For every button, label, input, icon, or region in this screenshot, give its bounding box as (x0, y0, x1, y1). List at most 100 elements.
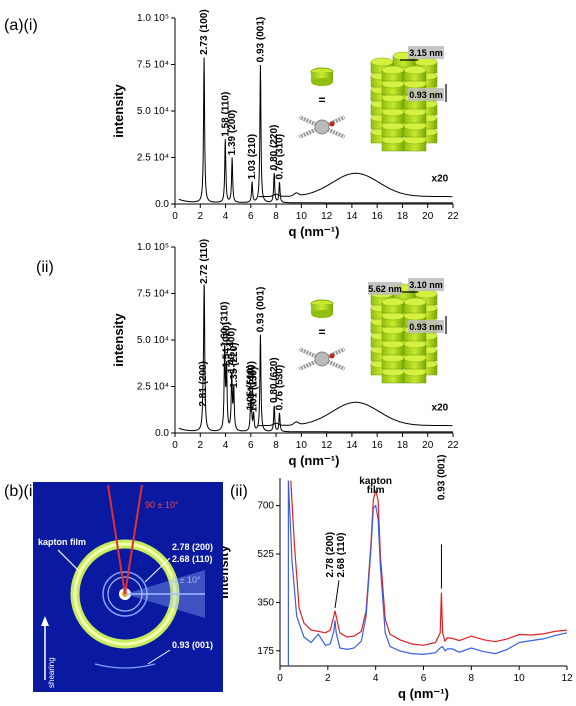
y-axis-label: intensity (111, 313, 126, 367)
x-tick-label: 4 (223, 440, 229, 451)
chart-a-i: 0 2 4 6 8 10 12 14 16 18 20 22 0.0 2.5 10⁴ 5.0 10⁴ 7.5 … (111, 9, 459, 239)
top-label-bg (408, 278, 444, 291)
x-tick-label: 14 (346, 440, 358, 451)
stack-disk-top (370, 57, 394, 67)
red-sector-label: 90 ± 10° (145, 500, 179, 510)
x-tick-label: 14 (346, 211, 358, 222)
molecule-red-atom (329, 121, 335, 127)
annotation-200: 2.78 (200) (325, 532, 336, 578)
single-disk-side (311, 72, 333, 82)
x-tick-label: 6 (248, 440, 254, 451)
x-axis-label: q (nm⁻¹) (289, 224, 340, 239)
x-tick-label: 10 (296, 440, 308, 451)
stack-disk-top (414, 57, 438, 67)
x-tick-label: 8 (469, 673, 475, 684)
x-tick-label: 12 (321, 440, 333, 451)
peak-label: 1.60 (310) (220, 302, 231, 348)
peak-label: 2.72 (110) (199, 239, 210, 284)
peak-label: 1.03 (210) (247, 134, 258, 180)
x-tick-label: 16 (372, 440, 384, 451)
equals-symbol: = (318, 93, 325, 107)
shearing-label: shearing (47, 657, 56, 688)
x-tick-label: 6 (421, 673, 427, 684)
peak-label: 0.80 (220) (269, 125, 280, 171)
y-tick-label: 525 (257, 549, 274, 560)
shearing-arrowhead (41, 616, 49, 626)
x-tick-label: 4 (373, 673, 379, 684)
xrd-trace-x20 (258, 172, 453, 198)
peak-label: 1.40 (400) (227, 328, 238, 374)
x-tick-label: 12 (321, 211, 333, 222)
annotation-kapton-line2: film (367, 485, 385, 496)
left-dimension-label: 5.62 nm (368, 284, 402, 294)
x-axis-label: q (nm⁻¹) (398, 686, 449, 701)
scattering-background (33, 482, 223, 692)
panel-label-b-ii: (ii) (230, 483, 248, 500)
molecule-core (314, 119, 330, 135)
top-dimension-label: 3.15 nm (409, 48, 443, 58)
x-tick-label: 16 (372, 211, 384, 222)
xrd-trace (178, 57, 453, 204)
x-tick-label: 2 (197, 211, 203, 222)
y-tick-label: 2.5 10⁴ (137, 153, 169, 164)
side-dimension-label: 0.93 nm (409, 90, 443, 100)
panel-label-a-i: (a)(i) (4, 17, 38, 34)
x-axis-label: q (nm⁻¹) (289, 453, 340, 468)
chart-a-ii: 0 2 4 6 8 10 12 14 16 18 20 22 0.0 2.5 10⁴ 5.0 10⁴ 7.5 … (111, 239, 459, 468)
side-label-bg (408, 320, 444, 333)
red-sector (107, 484, 143, 595)
xrd-trace-x20 (258, 401, 453, 427)
ring-label-001: 0.93 (001) (172, 640, 213, 650)
x-tick-label: 0 (172, 211, 178, 222)
x-tick-label: 0 (277, 673, 283, 684)
equals-symbol: = (318, 325, 325, 339)
y-tick-label: 7.5 10⁴ (137, 289, 169, 300)
peak-label: 1.05 (510) (246, 365, 257, 411)
top-label-bg (408, 46, 444, 59)
x20-label: x20 (432, 174, 449, 185)
x-tick-label: 4 (223, 211, 229, 222)
peak-label: 0.93 (001) (255, 287, 266, 333)
y-tick-label: 0.0 (155, 199, 169, 210)
stack-disk-top (381, 297, 405, 307)
scattering-image: 90 ± 10° 0 ± 10° kapton film 2.78 (200) … (33, 482, 223, 692)
molecule (298, 347, 346, 371)
y-tick-label: 5.0 10⁴ (137, 106, 169, 117)
stack-disk-top (403, 65, 427, 75)
side-label-bg (408, 88, 444, 101)
ring-001-arrow (147, 649, 171, 665)
peak-label: 0.93 (001) (255, 17, 266, 63)
peak-label: 1.54 (020) (222, 322, 233, 368)
peak-label: 0.76 (310) (275, 134, 286, 180)
panel-label-a-ii: (ii) (36, 259, 54, 276)
peak-label: 1.35 (220) (229, 342, 240, 388)
y-axis-label: intensity (111, 84, 126, 138)
annotation-001: 0.93 (001) (436, 455, 447, 501)
side-dimension-label: 0.93 nm (409, 322, 443, 332)
x-tick-label: 22 (447, 211, 459, 222)
x-tick-label: 20 (422, 440, 434, 451)
series-line-1 (287, 480, 568, 656)
series-line-0 (290, 480, 568, 646)
ring-arrow (144, 557, 171, 583)
x-tick-label: 2 (325, 673, 331, 684)
stack-disk-top (403, 297, 427, 307)
x-tick-label: 0 (172, 440, 178, 451)
peak-label: 2.73 (100) (199, 9, 210, 55)
panel-label-b-i: (b)(i) (4, 483, 38, 500)
ring-label-110: 2.68 (110) (172, 554, 213, 564)
single-disk-side (311, 304, 333, 314)
peak-label: 2.81 (200) (198, 361, 209, 407)
x-tick-label: 12 (561, 673, 573, 684)
blue-sector-label: 0 ± 10° (172, 575, 201, 585)
stack-disk-top (381, 65, 405, 75)
y-tick-label: 1.0 10⁵ (137, 242, 169, 253)
x-tick-label: 6 (248, 211, 254, 222)
kapton-film-label: kapton film (38, 537, 86, 547)
x-tick-label: 8 (273, 211, 279, 222)
x-tick-label: 2 (197, 440, 203, 451)
x-tick-label: 8 (273, 440, 279, 451)
left-label-bg (368, 282, 402, 295)
y-tick-label: 1.0 10⁵ (137, 13, 169, 24)
